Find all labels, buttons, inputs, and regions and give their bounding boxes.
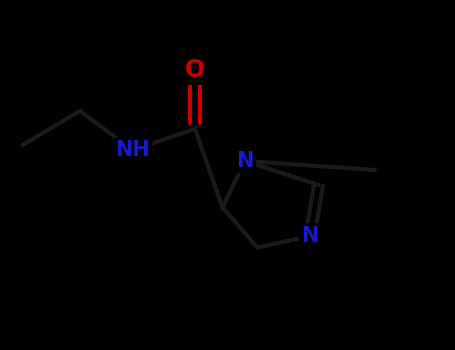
Text: N: N: [301, 226, 318, 246]
Text: O: O: [185, 58, 205, 82]
Text: NH: NH: [115, 140, 150, 160]
Text: N: N: [236, 151, 254, 171]
